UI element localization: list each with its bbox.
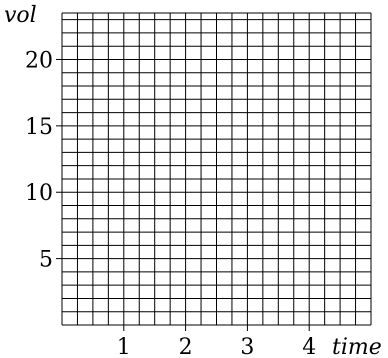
x-tick-label: 4 — [302, 335, 316, 358]
y-tick-label: 15 — [25, 115, 53, 140]
tick-marks — [56, 58, 310, 331]
x-tick-label: 3 — [240, 335, 254, 358]
y-tick-label: 10 — [25, 181, 53, 206]
y-axis-title: vol — [4, 3, 37, 28]
x-tick-label: 2 — [179, 335, 193, 358]
tick-labels: 1 2 3 4 5 10 15 20 — [25, 48, 316, 358]
x-tick-label: 1 — [117, 335, 131, 358]
y-tick-label: 5 — [39, 248, 53, 273]
x-axis-title: time — [332, 335, 382, 358]
y-tick-label: 20 — [25, 48, 53, 73]
grid-lines — [61, 12, 372, 326]
